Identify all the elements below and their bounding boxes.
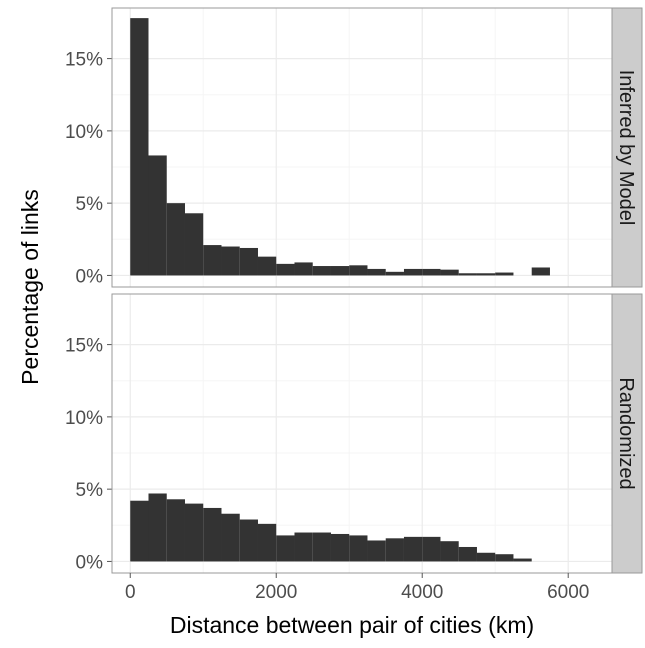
histogram-bar [203,507,222,562]
y-tick-label: 10% [65,122,103,143]
histogram-bar [531,267,550,276]
histogram-bar [513,558,532,562]
histogram-bar [130,18,149,276]
histogram-bar [367,540,386,562]
histogram-bar [184,503,204,562]
panel-2-facet-label: Randomized [615,377,637,489]
histogram-bar [458,273,477,276]
y-axis-title: Percentage of links [17,189,43,385]
histogram-bar [221,513,240,562]
y-tick-label: 0% [76,266,104,287]
histogram-bar [312,266,331,276]
histogram-bar [276,263,295,276]
x-axis-title: Distance between pair of cities (km) [170,612,534,638]
histogram-bar [294,532,313,562]
histogram-bar [495,554,514,562]
x-tick-label: 2000 [255,582,297,603]
histogram-bar [276,535,295,562]
histogram-bar [476,273,496,276]
y-tick-label: 5% [76,480,104,501]
histogram-bar [294,262,313,276]
histogram-bar [349,265,368,276]
histogram-bar [458,546,477,562]
histogram-bar [422,268,441,276]
panel-1-facet-label: Inferred by Model [615,70,637,226]
histogram-bar [130,500,149,562]
histogram-bar [166,203,185,276]
histogram-bar [330,533,350,562]
panel-2-facet-strip [611,293,643,574]
histogram-bar [148,155,167,276]
histogram-bar [239,247,258,276]
histogram-bar [422,536,441,562]
y-tick-label: 10% [65,408,103,429]
histogram-bar [221,246,240,276]
histogram-bar [203,245,222,276]
histogram-bar [367,268,386,276]
histogram-bar [476,552,496,562]
x-tick-label: 4000 [401,582,443,603]
x-tick-label: 0 [125,582,136,603]
histogram-bar [330,266,350,276]
histogram-bar [495,272,514,276]
y-tick-label: 15% [65,50,103,71]
histogram-bar [385,271,404,276]
histogram-bar [184,213,204,276]
histogram-bar [440,269,459,276]
histogram-bar [349,535,368,562]
histogram-bar [257,256,277,276]
y-tick-label: 5% [76,194,104,215]
x-tick-label: 6000 [547,582,589,603]
histogram-bar [257,523,277,562]
y-tick-label: 0% [76,552,104,573]
histogram-bar [403,268,423,276]
histogram-bar [166,499,185,562]
y-tick-label: 15% [65,336,103,357]
histogram-bar [385,538,404,562]
histogram-bar [403,536,423,562]
histogram-bar [440,541,459,562]
histogram-bar [148,493,167,562]
histogram-bar [312,532,331,562]
panel-1-facet-strip [611,7,643,288]
histogram-bar [239,519,258,562]
